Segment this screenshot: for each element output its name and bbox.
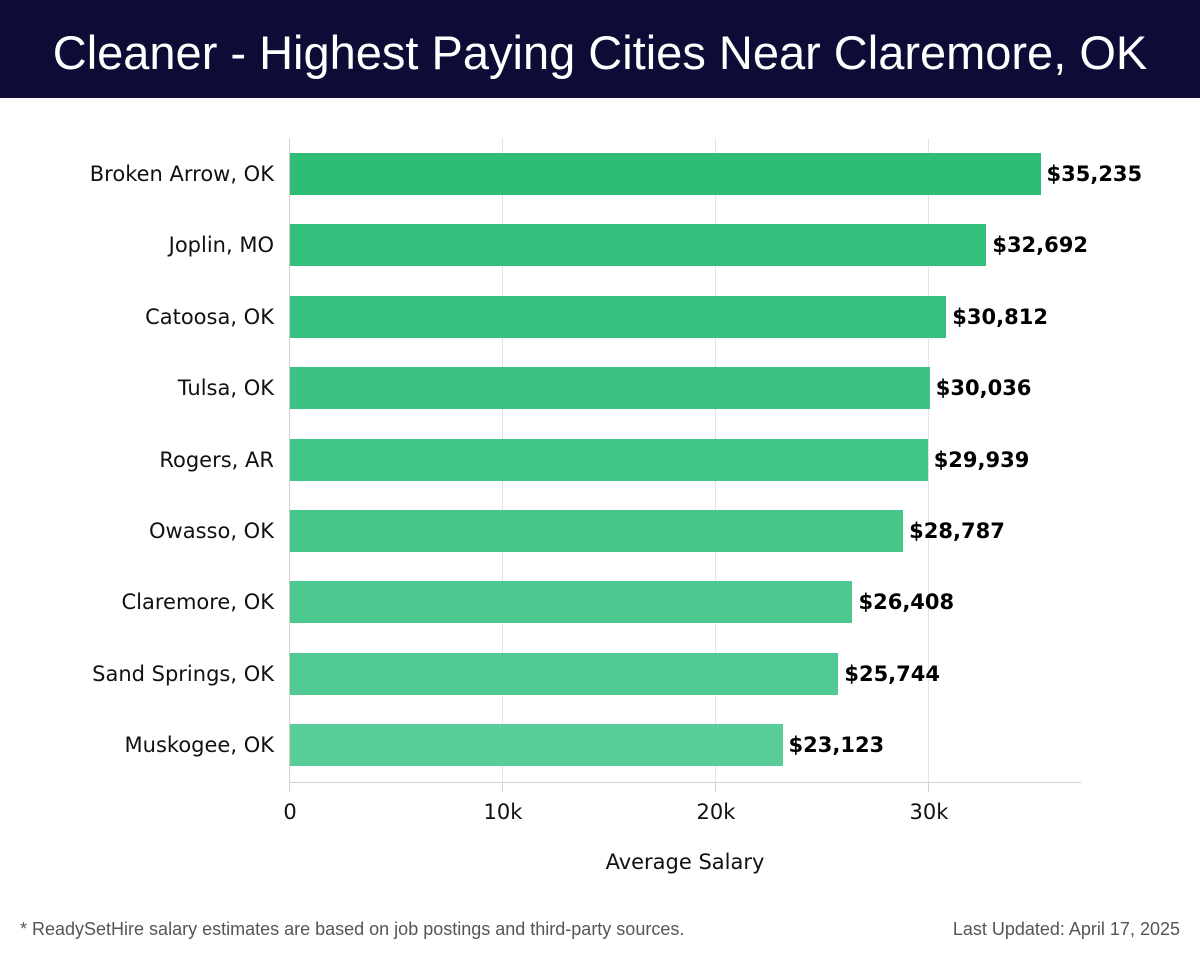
category-label: Rogers, AR [159, 447, 274, 472]
value-label: $32,692 [992, 233, 1088, 258]
bar [290, 510, 904, 552]
category-label: Sand Springs, OK [92, 661, 274, 686]
bar [290, 153, 1041, 195]
category-label: Muskogee, OK [124, 733, 274, 758]
x-tick-label: 10k [483, 800, 523, 824]
bar [290, 438, 928, 481]
x-axis-line [289, 782, 1081, 783]
x-tick [502, 783, 503, 792]
value-label: $30,812 [952, 304, 1048, 329]
x-tick-label: 0 [283, 800, 297, 824]
value-label: $28,787 [909, 519, 1005, 543]
bar [290, 652, 839, 695]
x-tick-label: 20k [696, 800, 736, 824]
category-label: Tulsa, OK [177, 376, 274, 401]
bar [290, 295, 947, 338]
value-label: $30,036 [935, 376, 1032, 401]
category-label: Claremore, OK [121, 590, 274, 615]
chart-title: Cleaner - Highest Paying Cities Near Cla… [52, 26, 1148, 79]
category-label: Joplin, MO [168, 233, 274, 258]
y-axis-line [289, 138, 290, 783]
x-axis-label: Average Salary [605, 850, 765, 874]
category-label: Catoosa, OK [145, 304, 274, 329]
x-tick [715, 783, 716, 792]
gridline [928, 138, 929, 783]
bar [290, 581, 853, 624]
header-banner: Cleaner - Highest Paying Cities Near Cla… [0, 0, 1200, 98]
x-tick [289, 783, 290, 792]
value-label: $26,408 [858, 590, 955, 615]
x-tick [928, 783, 929, 792]
category-label: Broken Arrow, OK [89, 162, 274, 186]
value-label: $23,123 [788, 733, 885, 758]
value-label: $25,744 [844, 661, 940, 686]
last-updated: Last Updated: April 17, 2025 [952, 919, 1180, 939]
bar [290, 367, 930, 410]
value-label: $29,939 [933, 447, 1030, 472]
bar [290, 724, 783, 767]
category-label: Owasso, OK [149, 519, 274, 543]
value-label: $35,235 [1046, 162, 1143, 186]
x-tick-label: 30k [909, 800, 949, 824]
footnote: * ReadySetHire salary estimates are base… [20, 919, 685, 939]
bar [290, 224, 987, 267]
